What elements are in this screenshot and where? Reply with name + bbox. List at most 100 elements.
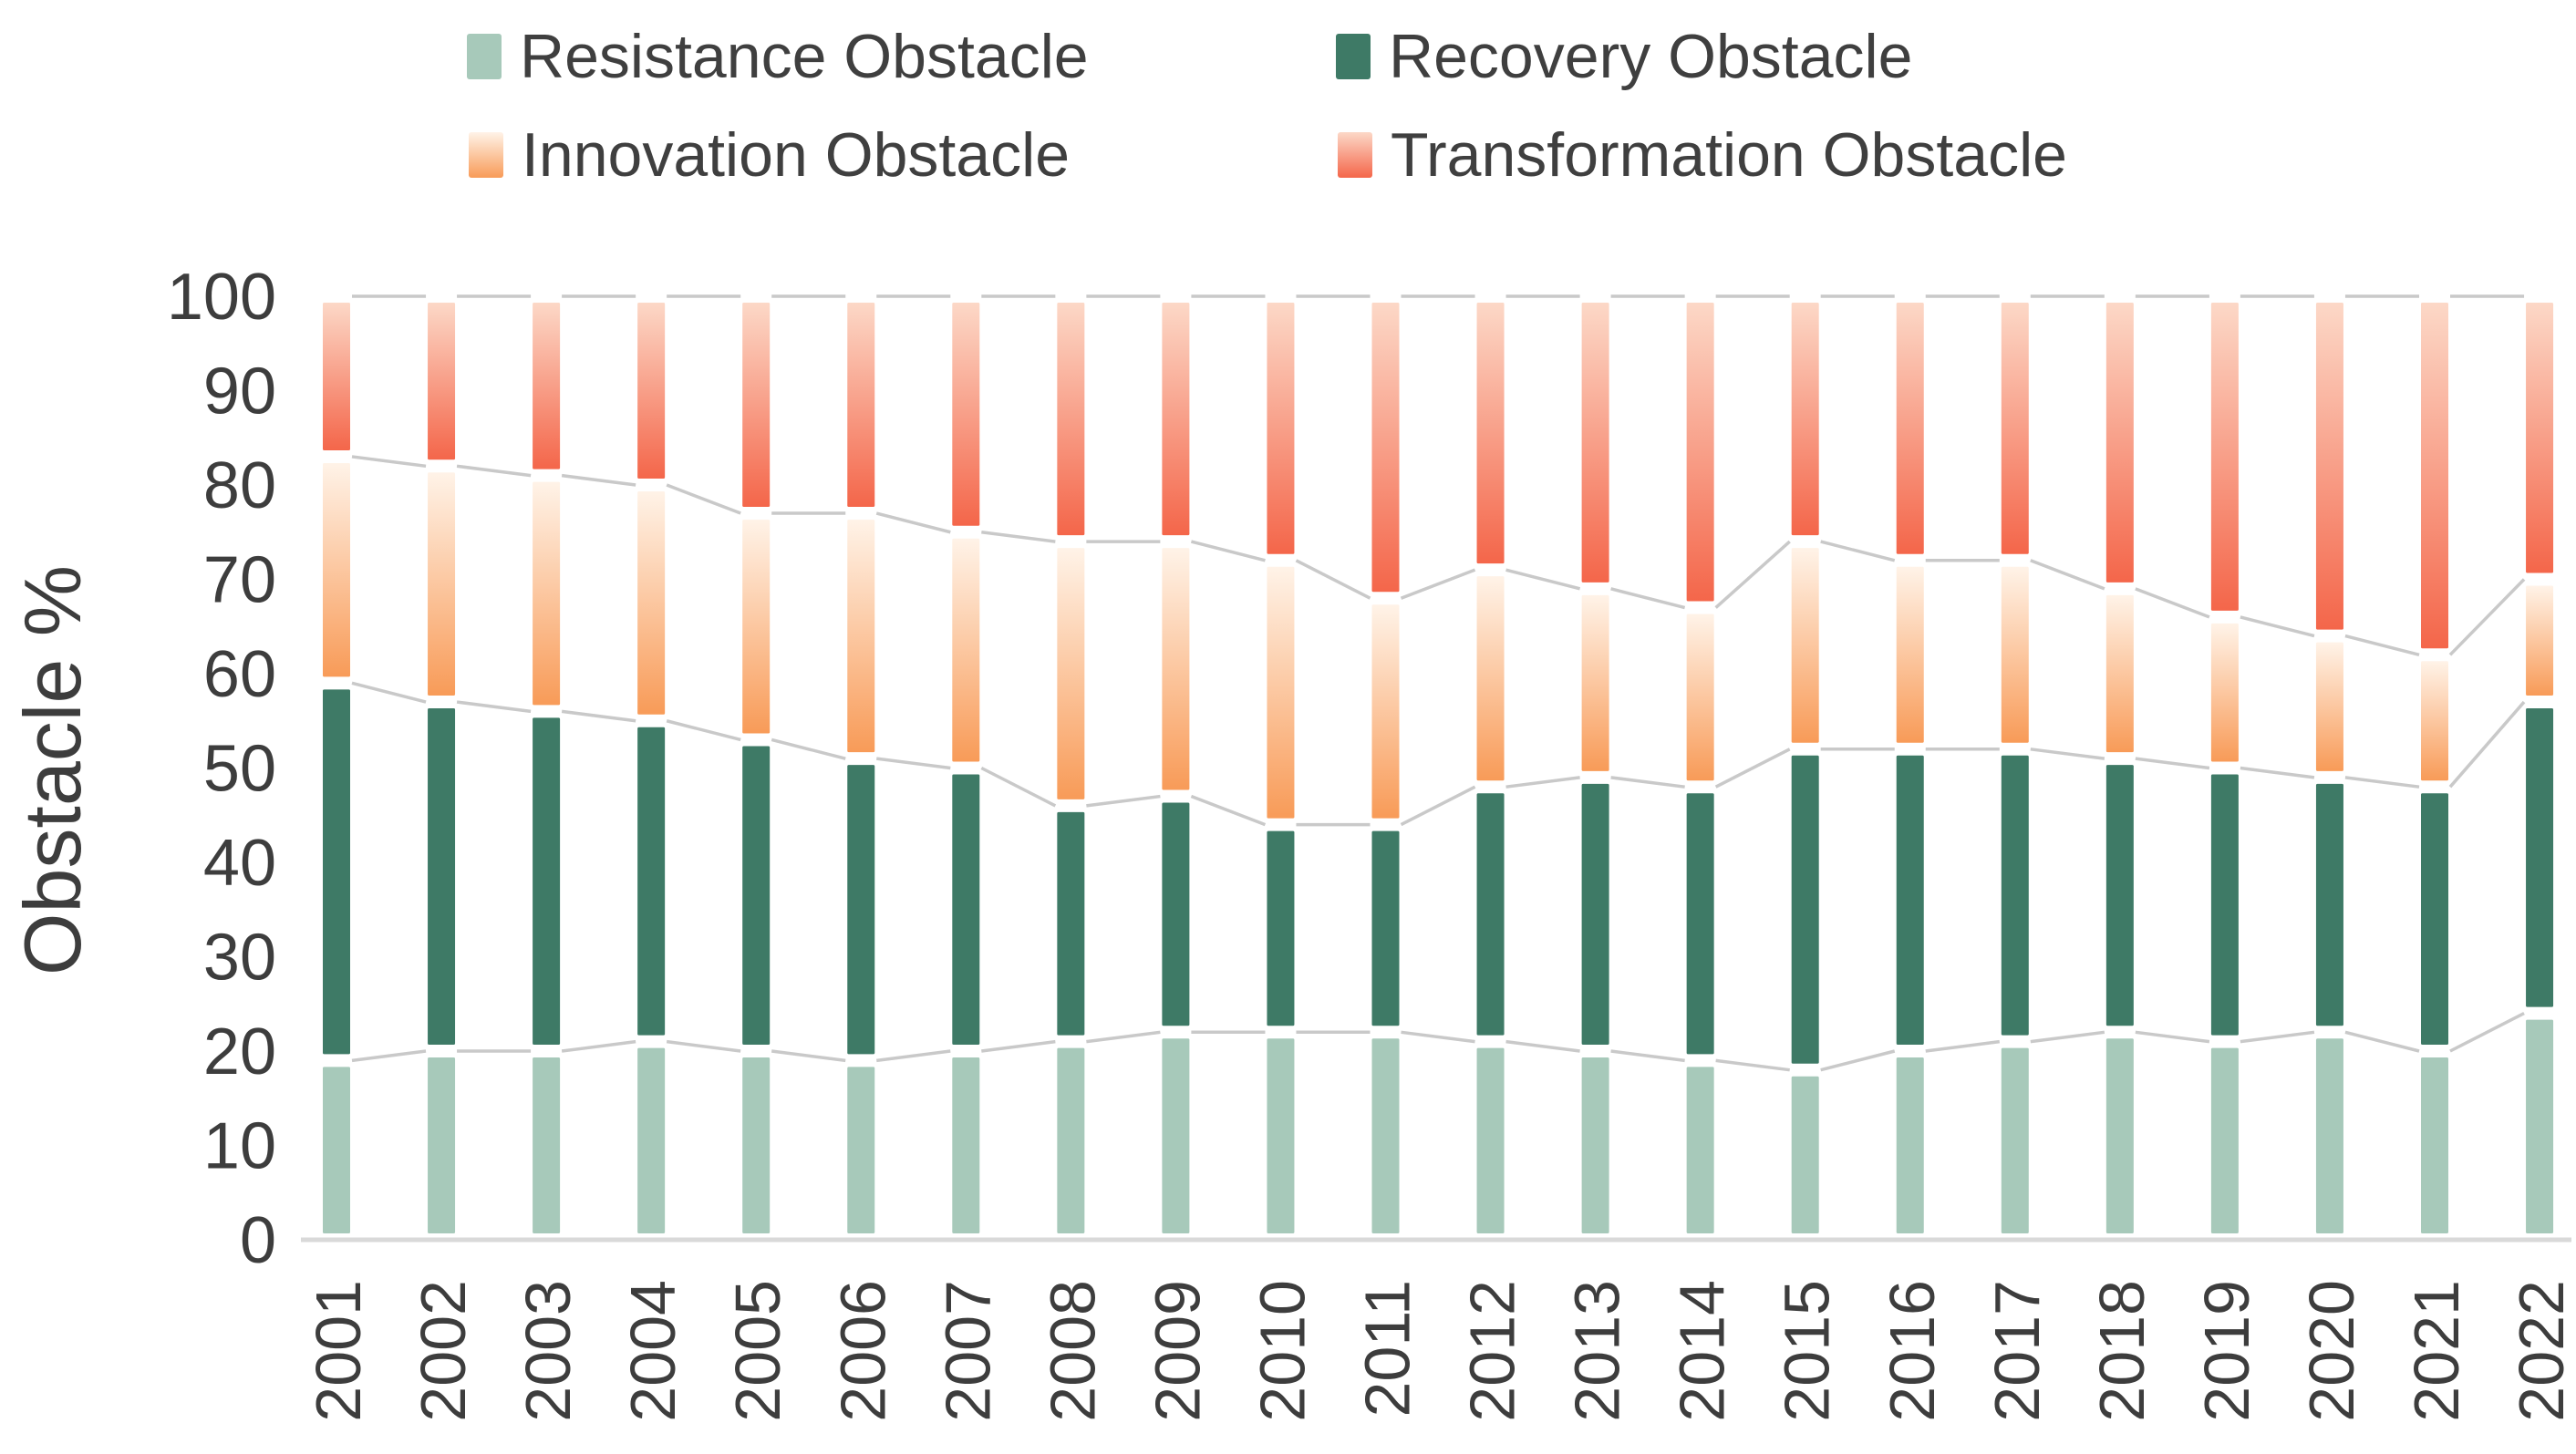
bar-segment-2014-innovation <box>1686 614 1714 781</box>
series-connector-line <box>561 709 636 723</box>
y-tick-label: 80 <box>203 449 276 522</box>
y-tick-label: 90 <box>203 356 276 428</box>
series-connector-line <box>1190 794 1267 827</box>
x-tick-label-2008: 2008 <box>1037 1280 1108 1422</box>
innovation-legend-swatch-icon <box>469 132 503 178</box>
bar-segment-2005-resistance <box>742 1057 771 1233</box>
series-connector-line <box>1610 1049 1685 1063</box>
bar-segment-2009-resistance <box>1162 1038 1190 1233</box>
y-tick-label: 30 <box>203 922 276 995</box>
series-connector-line <box>2344 1030 2420 1053</box>
bar-segment-2013-innovation <box>1581 594 1609 771</box>
bar-segment-2004-innovation <box>637 491 666 715</box>
bar-segment-2004-resistance <box>637 1047 666 1233</box>
x-tick-label-2018: 2018 <box>2086 1280 2157 1422</box>
bar-segment-2020-resistance <box>2315 1038 2343 1233</box>
bar-segment-2017-resistance <box>2001 1047 2029 1233</box>
series-connector-line <box>2135 757 2210 770</box>
series-connector-line <box>2449 1012 2525 1053</box>
series-connector-line <box>351 681 427 704</box>
bar-segment-2005-recovery <box>742 746 771 1045</box>
series-connector-line <box>1400 568 1476 600</box>
series-connector-line <box>666 483 741 515</box>
bar-segment-2011-resistance <box>1371 1038 1400 1233</box>
bar-segment-2008-transformation <box>1057 303 1085 536</box>
bar-segment-2021-resistance <box>2421 1057 2448 1233</box>
bar-segment-2019-resistance <box>2210 1047 2239 1233</box>
series-connector-line <box>2344 634 2420 656</box>
bar-segment-2020-transformation <box>2315 303 2343 630</box>
bar-segment-2022-resistance <box>2526 1019 2554 1233</box>
bar-segment-2019-innovation <box>2210 623 2239 762</box>
x-tick-label-2012: 2012 <box>1457 1280 1528 1422</box>
bar-segment-2007-innovation <box>952 538 980 762</box>
bar-segment-2014-transformation <box>1686 303 1714 602</box>
bar-segment-2016-resistance <box>1896 1057 1924 1233</box>
bar-segment-2018-recovery <box>2105 765 2134 1026</box>
series-connector-line <box>876 757 951 770</box>
bar-segment-2003-resistance <box>533 1057 561 1233</box>
legend-item-resistance: Resistance Obstacle <box>467 18 1089 95</box>
bar-segment-2019-transformation <box>2210 303 2239 611</box>
bar-segment-2005-transformation <box>742 303 771 508</box>
x-tick-label-2002: 2002 <box>408 1280 479 1422</box>
bar-segment-2015-resistance <box>1791 1076 1819 1233</box>
bar-segment-2006-recovery <box>847 765 875 1055</box>
series-connector-line <box>1400 785 1476 827</box>
x-tick-label-2020: 2020 <box>2296 1280 2367 1422</box>
bar-segment-2018-innovation <box>2105 594 2134 753</box>
y-tick-label: 60 <box>203 638 276 711</box>
series-connector-line <box>1820 1049 1896 1072</box>
series-connector-line <box>1714 748 1791 789</box>
series-connector-line <box>2030 1030 2105 1044</box>
series-connector-line <box>1190 540 1266 562</box>
series-connector-line <box>1820 540 1896 562</box>
series-connector-line <box>980 766 1057 808</box>
bar-segment-2002-innovation <box>428 472 456 696</box>
bar-segment-2022-innovation <box>2526 585 2554 696</box>
x-tick-label-2001: 2001 <box>303 1280 374 1422</box>
bar-segment-2014-resistance <box>1686 1067 1714 1233</box>
series-connector-line <box>981 1039 1056 1053</box>
bar-segment-2003-innovation <box>533 481 561 706</box>
series-connector-line <box>771 737 846 760</box>
series-connector-line <box>561 1039 636 1053</box>
bar-segment-2004-recovery <box>637 727 666 1036</box>
series-connector-line <box>666 719 741 742</box>
bar-segment-2020-innovation <box>2315 642 2343 771</box>
bar-segment-2001-resistance <box>323 1067 350 1233</box>
series-connector-line <box>2240 1030 2315 1044</box>
bar-segment-2021-innovation <box>2421 661 2448 781</box>
bar-segment-2009-transformation <box>1162 303 1190 536</box>
x-tick-label-2017: 2017 <box>1981 1280 2053 1422</box>
y-tick-label: 50 <box>203 733 276 806</box>
bar-segment-2003-recovery <box>533 717 561 1045</box>
x-tick-label-2016: 2016 <box>1877 1280 1948 1422</box>
legend-label-recovery: Recovery Obstacle <box>1389 22 1913 91</box>
y-axis-title: Obstacle % <box>7 565 98 975</box>
x-tick-label-2011: 2011 <box>1352 1280 1423 1418</box>
series-connector-line <box>666 1039 741 1053</box>
x-tick-label-2021: 2021 <box>2401 1280 2472 1422</box>
bar-segment-2017-innovation <box>2001 566 2029 743</box>
series-connector-line <box>1714 540 1791 609</box>
bar-segment-2010-resistance <box>1267 1038 1295 1233</box>
x-tick-label-2014: 2014 <box>1667 1280 1738 1422</box>
series-connector-line <box>771 1049 846 1063</box>
bar-segment-2006-innovation <box>847 520 875 753</box>
series-connector-line <box>1086 794 1161 808</box>
bar-segment-2012-recovery <box>1476 793 1505 1036</box>
bar-segment-2005-innovation <box>742 520 771 734</box>
series-connector-line <box>1715 1058 1790 1072</box>
bar-segment-2010-transformation <box>1267 303 1295 554</box>
bar-segment-2013-recovery <box>1581 783 1609 1045</box>
bar-segment-2007-transformation <box>952 303 980 526</box>
bar-segment-2001-transformation <box>323 303 350 450</box>
bar-segment-2003-transformation <box>533 303 561 469</box>
x-tick-label-2019: 2019 <box>2191 1280 2262 1422</box>
transformation-legend-swatch-icon <box>1338 132 1372 178</box>
bar-segment-2009-recovery <box>1162 802 1190 1026</box>
series-connector-line <box>876 1049 951 1063</box>
series-connector-line <box>1505 1039 1580 1053</box>
